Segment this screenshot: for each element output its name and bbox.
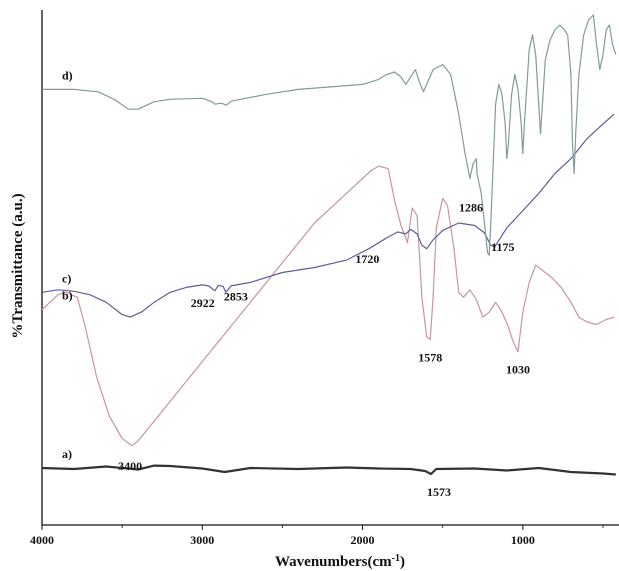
peak-label: 1286 <box>459 201 483 215</box>
x-tick-label: 2000 <box>351 533 375 547</box>
peak-label: 1720 <box>355 252 379 266</box>
peak-label: 3400 <box>118 459 142 473</box>
peak-label: 1578 <box>418 350 442 364</box>
x-axis-title-text: Wavenumbers(cm <box>275 554 392 570</box>
x-tick-label: 3000 <box>190 533 214 547</box>
x-axis-title-close: ) <box>400 554 405 570</box>
series-line-2 <box>41 165 615 447</box>
tick-layer: 4000 3000 2000 1000 <box>30 525 604 547</box>
peak-label: 1573 <box>427 485 451 499</box>
series-layer: a) b) c) d) <box>41 14 617 476</box>
series-line-3 <box>41 113 615 318</box>
series-label-3: c) <box>62 271 71 285</box>
peak-label: 2922 <box>191 296 215 310</box>
peak-label: 1175 <box>491 240 514 254</box>
y-axis-title: %Transmittance (a.u.) <box>10 193 26 338</box>
series-line-4 <box>42 14 617 256</box>
annotation-layer: 3400 2922 2853 1720 1578 1030 1286 1175 1573 <box>118 201 530 499</box>
x-axis-title: Wavenumbers(cm-1) <box>275 553 405 571</box>
series-label-4: d) <box>62 68 73 82</box>
series-label-1: a) <box>62 447 72 461</box>
peak-label: 1030 <box>506 363 530 377</box>
x-axis-title-sup: -1 <box>392 553 400 564</box>
series-label-2: b) <box>62 289 73 303</box>
peak-label: 2853 <box>224 289 248 303</box>
series-line-1 <box>41 464 616 476</box>
x-tick-label: 4000 <box>30 533 54 547</box>
x-tick-label: 1000 <box>511 533 535 547</box>
